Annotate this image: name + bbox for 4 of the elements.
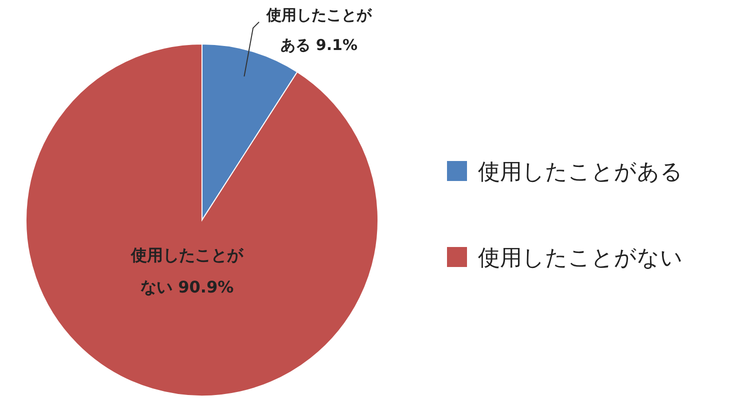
legend-label: 使用したことがない (478, 246, 683, 271)
category-label: 使用したことがない 90.9% (131, 246, 244, 297)
category-label: 使用したことがある 9.1% (266, 6, 372, 54)
legend-label: 使用したことがある (478, 160, 683, 185)
